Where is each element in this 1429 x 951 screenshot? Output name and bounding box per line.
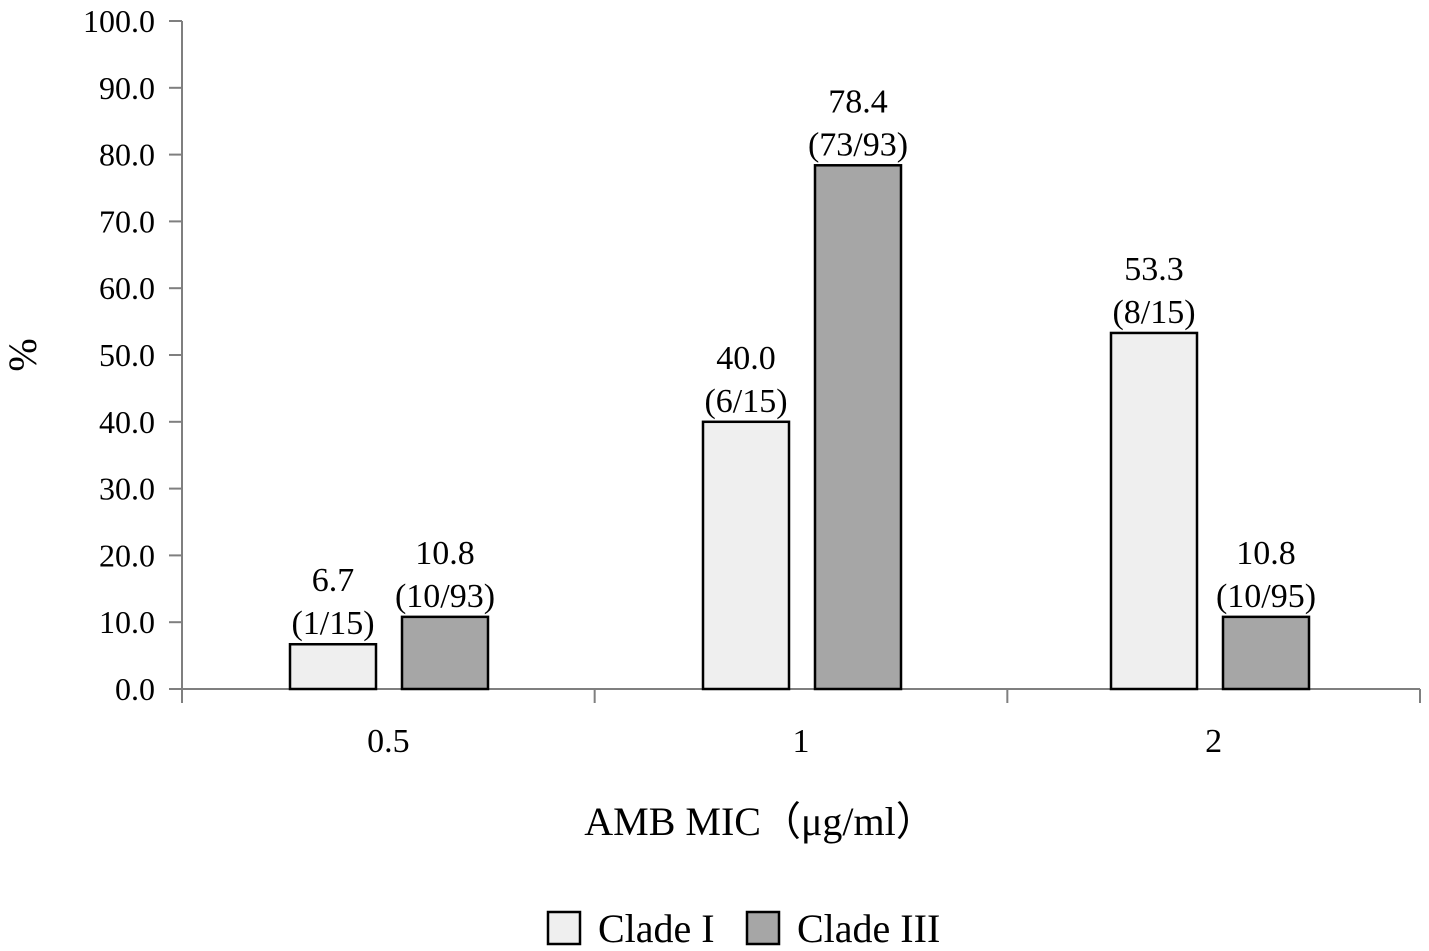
bar-clade-iii-0 <box>400 615 490 691</box>
bar-clade-i-2 <box>1109 331 1199 691</box>
y-tick-label: 10.0 <box>99 604 155 640</box>
y-axis: 0.0 10.0 20.0 30.0 40.0 50.0 60.0 70.0 80.0 90.0 1… <box>83 3 183 707</box>
bar-value-label: 40.0 <box>716 340 776 377</box>
bar-count-label: (10/93) <box>395 578 495 615</box>
bar-clade-iii-2 <box>1221 615 1311 691</box>
y-tick-label: 40.0 <box>99 404 155 440</box>
bar-clade-i-1 <box>701 420 791 691</box>
legend-label-clade-iii: Clade III <box>797 906 940 951</box>
bar-clade-i-0 <box>288 642 378 691</box>
y-tick-label: 90.0 <box>99 70 155 106</box>
y-tick-label: 0.0 <box>115 671 155 707</box>
y-tick-label: 30.0 <box>99 471 155 507</box>
y-tick-label: 20.0 <box>99 537 155 573</box>
data-labels: 6.7 (1/15) 40.0 (6/15) 53.3 (8/15) 10.8 (10/93)… <box>291 83 1316 642</box>
bar-count-label: (73/93) <box>808 126 908 163</box>
bar-value-label: 6.7 <box>312 562 355 599</box>
y-tick-label: 60.0 <box>99 270 155 306</box>
y-axis-title: % <box>0 338 45 371</box>
x-tick-label: 1 <box>793 723 810 760</box>
bar-count-label: (8/15) <box>1112 294 1195 331</box>
x-axis: 0.5 1 2 <box>181 688 1421 760</box>
bar-count-label: (1/15) <box>291 605 374 642</box>
bar-count-label: (10/95) <box>1216 578 1316 615</box>
legend: Clade I Clade III <box>546 906 940 951</box>
bar-value-label: 78.4 <box>828 83 888 120</box>
legend-swatch-clade-iii <box>745 910 781 946</box>
bar-value-label: 53.3 <box>1124 251 1184 288</box>
bars <box>288 164 1311 691</box>
legend-swatch-clade-i <box>546 910 582 946</box>
legend-label-clade-i: Clade I <box>598 906 715 951</box>
bar-clade-iii-1 <box>813 164 903 691</box>
y-tick-label: 70.0 <box>99 203 155 239</box>
x-axis-title: AMB MIC（μg/ml） <box>584 799 935 844</box>
y-tick-label: 100.0 <box>83 3 155 39</box>
y-tick-label: 80.0 <box>99 137 155 173</box>
bar-count-label: (6/15) <box>704 383 787 420</box>
bar-value-label: 10.8 <box>415 535 475 572</box>
y-tick-label: 50.0 <box>99 337 155 373</box>
x-tick-label: 0.5 <box>367 723 410 760</box>
x-tick-label: 2 <box>1205 723 1222 760</box>
bar-value-label: 10.8 <box>1236 535 1296 572</box>
